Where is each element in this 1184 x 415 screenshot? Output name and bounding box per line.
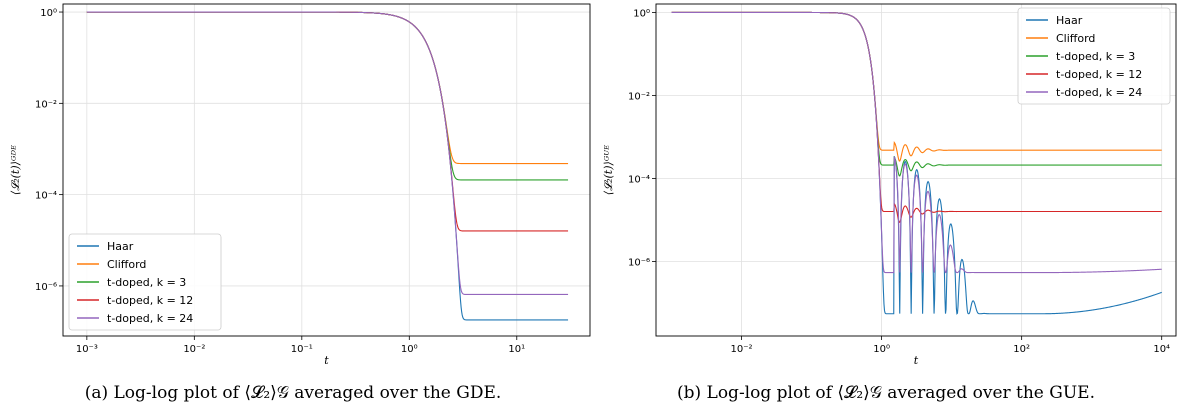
legend-label: Haar (1056, 14, 1083, 27)
y-tick-1: 10⁻² (628, 91, 656, 102)
legend-box (1017, 7, 1171, 105)
y-tick-label: 10⁻² (35, 99, 57, 110)
series-line-5 (671, 11, 1162, 274)
y-tick-1: 10⁻² (35, 99, 63, 110)
legend-item-4: t-doped, k = 12 (1026, 68, 1142, 81)
legend-item-3: t-doped, k = 3 (1026, 50, 1135, 63)
y-axis-label: ⟨𝓛₂(t)⟩ᴳᴰᴱ (9, 145, 22, 195)
x-tick-3: 10⁰ (401, 336, 418, 355)
legend: Haar Clifford t-doped, k = 3 t-doped, k = 1… (68, 233, 222, 331)
legend-item-3: t-doped, k = 3 (77, 276, 186, 289)
series-line-3 (86, 11, 569, 181)
x-tick-3: 10⁴ (1153, 336, 1170, 355)
y-tick-3: 10⁻⁶ (628, 257, 656, 268)
x-tick-label: 10⁻³ (76, 344, 98, 355)
legend-item-1: Haar (77, 240, 134, 253)
y-tick-label: 10⁻⁶ (35, 282, 57, 293)
x-tick-label: 10¹ (508, 344, 525, 355)
x-tick-0: 10⁻³ (76, 336, 98, 355)
series-line-4 (86, 11, 569, 232)
x-tick-label: 10⁰ (873, 344, 890, 355)
legend-item-2: Clifford (77, 258, 146, 271)
plot-frame (655, 3, 1177, 337)
x-tick-label: 10⁻² (731, 344, 753, 355)
legend-item-5: t-doped, k = 24 (77, 312, 193, 325)
chart-panel-b: 10⁻² 10⁰ 10² 10⁴ 10⁰ 10⁻² 10⁻⁴ 10⁻⁶ t ⟨𝓛₂(t)⟩ᴳᵁᴱ H… (602, 3, 1177, 367)
x-tick-4: 10¹ (508, 336, 525, 355)
y-tick-2: 10⁻⁴ (628, 174, 656, 185)
legend-item-2: Clifford (1026, 32, 1095, 45)
legend-label: t-doped, k = 24 (107, 312, 193, 325)
legend-item-4: t-doped, k = 12 (77, 294, 193, 307)
y-tick-label: 10⁻⁶ (628, 257, 650, 268)
legend-item-5: t-doped, k = 24 (1026, 86, 1142, 99)
y-tick-2: 10⁻⁴ (35, 191, 63, 202)
y-tick-3: 10⁻⁶ (35, 282, 63, 293)
y-tick-label: 10⁻² (628, 91, 650, 102)
series-line-2 (86, 11, 569, 165)
x-tick-0: 10⁻² (731, 336, 753, 355)
x-tick-label: 10⁰ (401, 344, 418, 355)
x-tick-2: 10⁻¹ (291, 336, 313, 355)
series-line-5 (86, 11, 569, 296)
legend-label: t-doped, k = 3 (107, 276, 186, 289)
chart-panel-a: 10⁻³ 10⁻² 10⁻¹ 10⁰ 10¹ 10⁰ 10⁻² 10⁻⁴ 10⁻⁶ t ⟨𝓛₂(t)… (9, 3, 591, 367)
caption-b: (b) Log-log plot of ⟨𝓛₂⟩𝒢 averaged over … (677, 383, 1095, 403)
caption-a: (a) Log-log plot of ⟨𝓛₂⟩𝒢 averaged over … (85, 383, 502, 403)
x-tick-label: 10⁻¹ (291, 344, 313, 355)
y-tick-0: 10⁰ (633, 8, 656, 19)
x-tick-1: 10⁻² (183, 336, 205, 355)
legend-label: t-doped, k = 12 (107, 294, 193, 307)
x-axis-label: t (914, 354, 919, 367)
legend-label: t-doped, k = 12 (1056, 68, 1142, 81)
legend: Haar Clifford t-doped, k = 3 t-doped, k = 1… (1017, 7, 1171, 105)
legend-label: Haar (107, 240, 134, 253)
y-tick-label: 10⁻⁴ (35, 191, 57, 202)
x-tick-label: 10² (1013, 344, 1030, 355)
legend-label: t-doped, k = 24 (1056, 86, 1142, 99)
x-axis-label: t (324, 354, 329, 367)
y-tick-label: 10⁰ (633, 8, 650, 19)
y-tick-label: 10⁰ (40, 8, 57, 19)
legend-label: Clifford (1056, 32, 1095, 45)
legend-box (68, 233, 222, 331)
x-tick-label: 10⁻² (183, 344, 205, 355)
y-tick-0: 10⁰ (40, 8, 63, 19)
x-tick-label: 10⁴ (1153, 344, 1170, 355)
x-tick-1: 10⁰ (873, 336, 890, 355)
y-axis-label: ⟨𝓛₂(t)⟩ᴳᵁᴱ (602, 145, 615, 195)
legend-item-1: Haar (1026, 14, 1083, 27)
y-tick-label: 10⁻⁴ (628, 174, 650, 185)
plot-frame (62, 3, 591, 337)
legend-label: t-doped, k = 3 (1056, 50, 1135, 63)
legend-label: Clifford (107, 258, 146, 271)
x-tick-2: 10² (1013, 336, 1030, 355)
